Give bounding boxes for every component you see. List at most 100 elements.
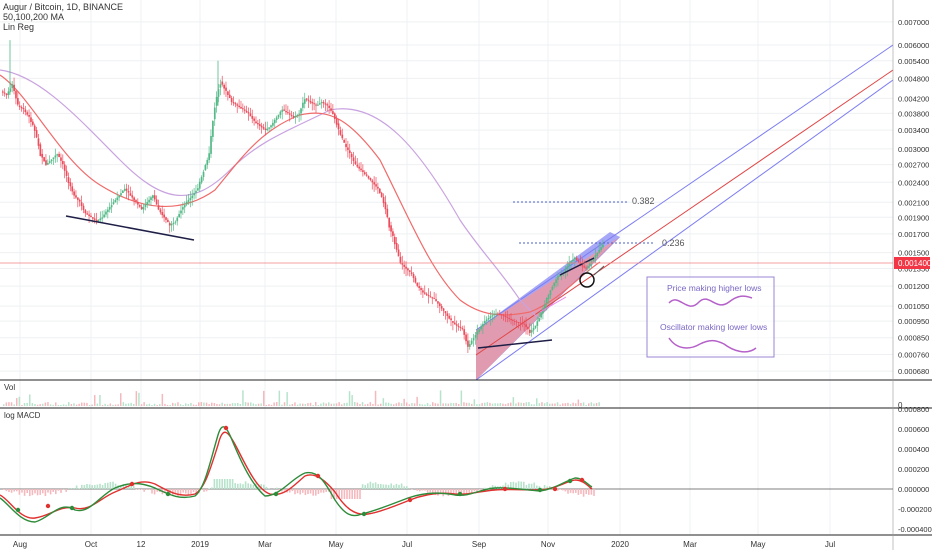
candle-body xyxy=(487,317,490,320)
candle-body xyxy=(153,195,156,200)
candle-body xyxy=(528,329,531,333)
volume-bar xyxy=(458,403,460,406)
candle-body xyxy=(221,81,224,85)
volume-bar xyxy=(346,402,348,406)
candle-body xyxy=(521,323,524,324)
volume-bar xyxy=(429,404,431,406)
candle-body xyxy=(536,321,539,326)
candle-body xyxy=(242,108,244,110)
macd-hist-bar xyxy=(203,489,205,492)
macd-hist-bar xyxy=(302,489,304,493)
candle-body xyxy=(502,314,505,316)
macd-hist-bar xyxy=(83,484,86,489)
time-axis: Aug Oct 12 2019 Mar May Jul Sep Nov 2020 Mar May Jul xyxy=(13,540,835,549)
macd-hist-bar xyxy=(434,489,437,496)
volume-bar xyxy=(57,404,60,406)
candle-body xyxy=(251,115,254,119)
volume-bar xyxy=(62,404,65,406)
macd-hist-bar xyxy=(229,479,231,489)
candle-body xyxy=(568,262,571,267)
volume-bar xyxy=(174,403,177,406)
macd-hist-bar xyxy=(91,485,93,489)
volume-bar xyxy=(138,392,140,406)
macd-hist-bar xyxy=(143,489,145,492)
volume-bar xyxy=(224,403,226,406)
macd-hist-bar xyxy=(541,487,543,489)
macd-histogram xyxy=(3,479,595,499)
volume-bar xyxy=(325,403,327,406)
macd-tick-label: -0.000200 xyxy=(898,505,932,514)
candle-body xyxy=(532,327,535,331)
candle-body xyxy=(168,223,171,226)
volume-bar xyxy=(278,390,281,406)
macd-hist-bar xyxy=(447,489,450,496)
macd-hist-bar xyxy=(455,489,457,495)
macd-hist-bar xyxy=(317,489,320,494)
volume-bar xyxy=(127,403,130,406)
candle-body xyxy=(26,112,29,115)
candle-body xyxy=(470,340,473,344)
macd-hist-bar xyxy=(216,479,218,489)
volume-bar xyxy=(255,404,257,406)
macd-hist-bar xyxy=(42,489,44,494)
macd-hist-bar xyxy=(510,482,512,489)
macd-tick-label: 0.000600 xyxy=(898,425,929,434)
candle-body xyxy=(399,256,402,264)
volume-bar xyxy=(372,404,374,406)
volume-bar xyxy=(393,404,395,406)
volume-bar xyxy=(439,390,442,406)
candle-body xyxy=(482,323,484,327)
price-tick-label: 0.002700 xyxy=(898,161,929,170)
macd-hist-bar xyxy=(338,489,340,499)
candle-body xyxy=(393,236,396,245)
volume-bar xyxy=(572,402,574,406)
annotation-box xyxy=(646,276,775,358)
volume-bar xyxy=(122,402,125,406)
macd-hist-bar xyxy=(70,488,73,489)
volume-bar xyxy=(166,404,169,406)
volume-bar xyxy=(169,404,171,406)
volume-bar xyxy=(512,397,515,406)
macd-hist-bar xyxy=(109,481,112,489)
volume-bar xyxy=(582,402,585,406)
candle-body xyxy=(185,201,188,205)
macd-hist-bar xyxy=(549,486,551,489)
candle-body xyxy=(292,115,295,118)
candle-body xyxy=(78,199,81,202)
volume-bar xyxy=(536,398,538,406)
trendline-sep-lows xyxy=(477,339,553,349)
volume-bar xyxy=(8,402,10,406)
macd-hist-bar xyxy=(512,481,515,489)
volume-bars xyxy=(3,390,600,406)
volume-bar xyxy=(361,402,364,406)
candle-body xyxy=(412,274,415,278)
candle-body xyxy=(525,324,527,328)
macd-hist-bar xyxy=(387,484,390,489)
candle-body xyxy=(512,319,514,321)
volume-bar xyxy=(541,402,543,406)
macd-hist-bar xyxy=(182,489,184,493)
macd-hist-bar xyxy=(208,488,210,489)
candle-body xyxy=(174,221,177,223)
ma-fast-line xyxy=(0,74,601,316)
candle-body xyxy=(405,266,407,269)
macd-hist-bar xyxy=(341,489,343,499)
volume-bar xyxy=(520,402,522,406)
volume-bar xyxy=(538,403,541,406)
macd-hist-bar xyxy=(398,484,400,489)
macd-hist-bar xyxy=(346,489,348,499)
volume-bar xyxy=(281,404,283,406)
volume-bar xyxy=(312,404,314,406)
volume-bar xyxy=(320,403,322,406)
channel-upper-line xyxy=(475,44,893,331)
candle-body xyxy=(435,299,437,302)
volume-bar xyxy=(216,403,218,406)
volume-bar xyxy=(117,404,119,406)
macd-hist-bar xyxy=(133,485,135,489)
candle-body xyxy=(433,298,436,300)
macd-hist-bar xyxy=(78,488,80,489)
macd-hist-bar xyxy=(120,485,122,489)
candle-body xyxy=(176,217,179,222)
candle-body xyxy=(75,195,77,198)
candle-body xyxy=(167,219,169,223)
